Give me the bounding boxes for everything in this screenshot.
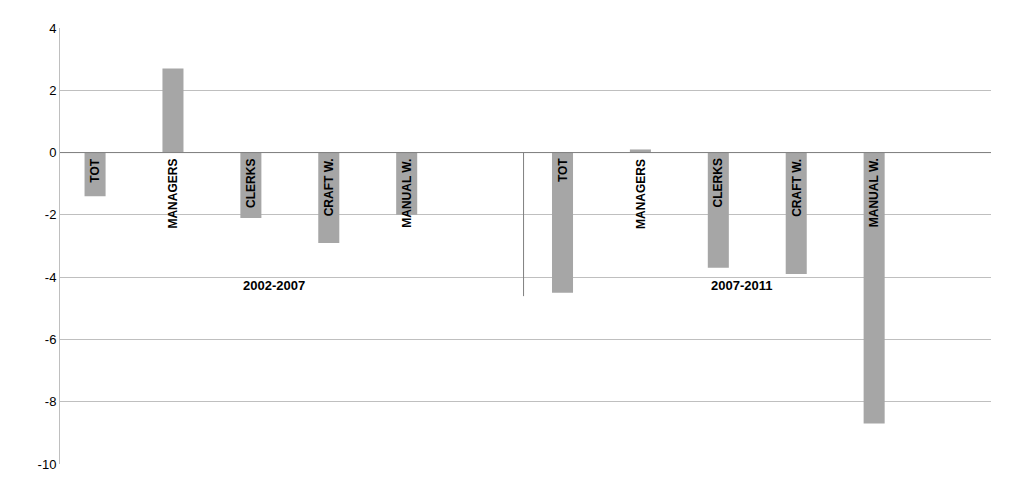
- svg-text:4: 4: [49, 21, 56, 36]
- svg-text:2007-2011: 2007-2011: [711, 278, 772, 293]
- svg-text:TOT: TOT: [88, 158, 102, 182]
- svg-text:CRAFT W.: CRAFT W.: [790, 159, 804, 217]
- svg-text:MANAGERS: MANAGERS: [166, 159, 180, 229]
- svg-text:-6: -6: [45, 332, 57, 347]
- svg-text:CLERKS: CLERKS: [244, 159, 258, 208]
- svg-text:MANUAL W.: MANUAL W.: [400, 159, 414, 228]
- svg-text:2: 2: [49, 83, 56, 98]
- svg-text:-8: -8: [45, 394, 57, 409]
- svg-text:-2: -2: [45, 207, 57, 222]
- svg-text:CLERKS: CLERKS: [711, 158, 725, 207]
- svg-text:TOT: TOT: [556, 158, 570, 182]
- svg-text:2002-2007: 2002-2007: [243, 278, 305, 293]
- svg-text:CRAFT W.: CRAFT W.: [322, 158, 336, 216]
- svg-text:0: 0: [49, 145, 56, 160]
- svg-text:-4: -4: [45, 270, 57, 285]
- svg-text:MANAGERS: MANAGERS: [634, 159, 648, 229]
- svg-text:MANUAL W.: MANUAL W.: [867, 158, 881, 227]
- svg-text:-10: -10: [38, 457, 57, 472]
